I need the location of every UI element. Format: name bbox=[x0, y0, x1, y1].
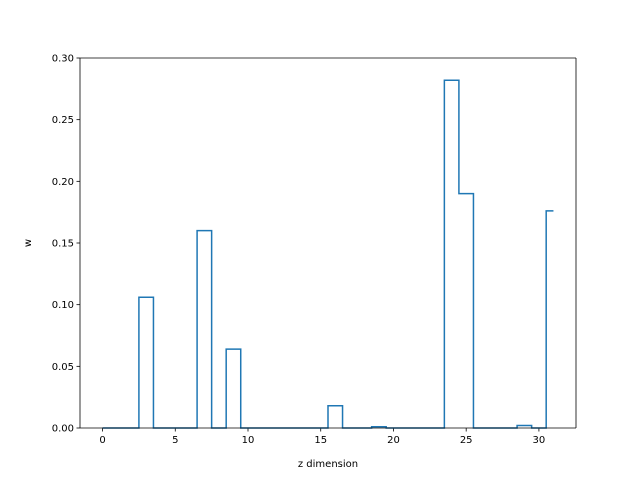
plot-frame bbox=[79, 57, 577, 429]
y-tick-label: 0.15 bbox=[52, 239, 74, 250]
y-tick-label: 0.20 bbox=[52, 177, 74, 188]
y-tick-label: 0.05 bbox=[52, 362, 74, 373]
y-ticks: 0.00 0.05 0.10 0.15 0.20 0.25 0.30 bbox=[52, 54, 80, 435]
y-tick-label: 0.00 bbox=[52, 424, 74, 435]
y-axis-label: w bbox=[23, 239, 34, 247]
x-tick-label: 10 bbox=[242, 435, 255, 446]
x-tick-label: 25 bbox=[460, 435, 473, 446]
x-tick-label: 30 bbox=[533, 435, 546, 446]
y-tick-label: 0.30 bbox=[52, 54, 74, 65]
x-tick-label: 5 bbox=[172, 435, 178, 446]
plot-area bbox=[80, 58, 576, 428]
y-tick-label: 0.25 bbox=[52, 115, 74, 126]
y-tick-label: 0.10 bbox=[52, 300, 74, 311]
x-tick-label: 15 bbox=[314, 435, 327, 446]
x-tick-label: 20 bbox=[387, 435, 400, 446]
x-axis-label: z dimension bbox=[298, 459, 358, 470]
x-tick-label: 0 bbox=[99, 435, 105, 446]
